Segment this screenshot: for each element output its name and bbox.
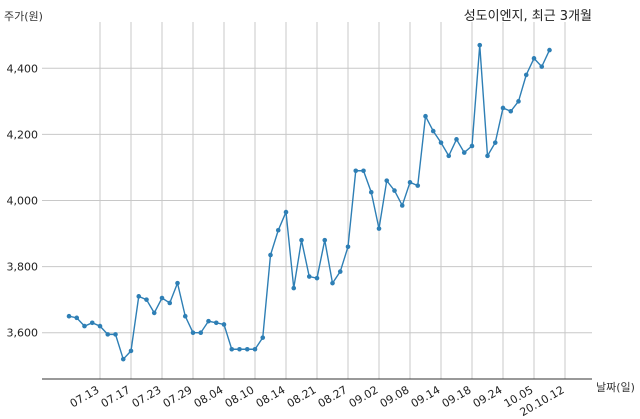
x-tick-label: 09.08	[378, 383, 412, 410]
data-point	[159, 295, 165, 301]
data-point	[461, 150, 467, 155]
data-point	[330, 280, 335, 286]
data-point	[167, 300, 173, 306]
data-point	[260, 335, 266, 340]
data-point	[74, 315, 80, 321]
y-tick-label: 4,400	[7, 62, 39, 75]
data-point	[66, 313, 72, 319]
data-point	[454, 137, 459, 142]
x-tick-label: 07.23	[130, 383, 164, 410]
data-point	[345, 244, 351, 250]
data-point	[322, 237, 328, 243]
data-point	[438, 140, 444, 145]
x-tick-label: 09.02	[347, 383, 381, 410]
data-point	[407, 180, 413, 185]
x-tick-label: 07.17	[99, 383, 133, 410]
data-point	[361, 168, 366, 174]
data-point	[368, 189, 374, 195]
data-point	[144, 297, 149, 302]
y-tick-label: 4,200	[7, 128, 39, 141]
data-point	[97, 323, 103, 329]
y-tick-label: 3,600	[7, 327, 39, 340]
data-point	[508, 108, 514, 114]
data-point	[151, 310, 157, 316]
series-line	[68, 45, 551, 361]
data-point	[213, 320, 219, 326]
x-tick-label: 09.18	[440, 383, 474, 410]
data-point	[337, 269, 343, 274]
data-point	[299, 237, 304, 243]
data-point	[492, 140, 498, 145]
data-point	[206, 318, 211, 324]
data-point	[423, 113, 428, 119]
data-point	[523, 72, 529, 78]
data-point	[229, 346, 235, 352]
data-point	[477, 42, 483, 48]
data-point	[182, 313, 188, 319]
data-point	[516, 99, 521, 104]
data-point	[120, 356, 126, 362]
data-point	[268, 252, 273, 258]
x-tick-label: 07.29	[161, 383, 195, 410]
data-point	[539, 64, 545, 69]
data-point	[446, 153, 452, 159]
data-point	[190, 330, 196, 336]
data-point	[275, 227, 281, 233]
data-point	[469, 143, 475, 149]
y-tick-label: 3,800	[7, 261, 39, 274]
x-tick-label: 08.21	[285, 383, 319, 410]
data-point	[314, 275, 320, 281]
data-point	[252, 346, 258, 352]
data-point	[500, 105, 506, 111]
x-tick-label: 08.10	[223, 383, 257, 410]
chart-title: 성도이엔지, 최근 3개월	[463, 9, 592, 24]
data-point	[221, 322, 227, 327]
data-point	[89, 320, 95, 326]
x-tick-label: 08.27	[316, 383, 350, 410]
x-tick-label: 07.13	[68, 383, 102, 410]
data-point	[175, 280, 180, 286]
data-point	[547, 47, 552, 53]
data-point	[376, 226, 382, 231]
x-axis-label: 날짜(일)	[596, 381, 635, 394]
data-point	[283, 209, 289, 215]
data-point	[237, 346, 242, 352]
data-point	[198, 330, 204, 336]
data-point	[485, 153, 490, 159]
y-tick-label: 4,000	[7, 195, 39, 208]
data-point	[128, 348, 134, 354]
data-point	[136, 294, 142, 299]
x-tick-label: 09.14	[409, 383, 443, 410]
data-point	[430, 128, 436, 134]
data-point	[105, 332, 111, 337]
data-point	[353, 168, 359, 174]
data-point	[392, 188, 397, 193]
data-point	[531, 56, 537, 61]
x-tick-label: 08.04	[192, 383, 226, 410]
data-point	[291, 285, 297, 291]
data-point	[399, 203, 405, 208]
y-axis-label: 주가(원)	[4, 10, 43, 23]
data-point	[306, 274, 312, 279]
data-point	[113, 332, 118, 337]
x-tick-label: 09.24	[471, 383, 505, 410]
data-point	[384, 178, 390, 183]
data-point	[82, 323, 87, 329]
data-point	[415, 183, 421, 188]
data-point	[244, 346, 250, 352]
x-tick-label: 08.14	[254, 383, 288, 410]
